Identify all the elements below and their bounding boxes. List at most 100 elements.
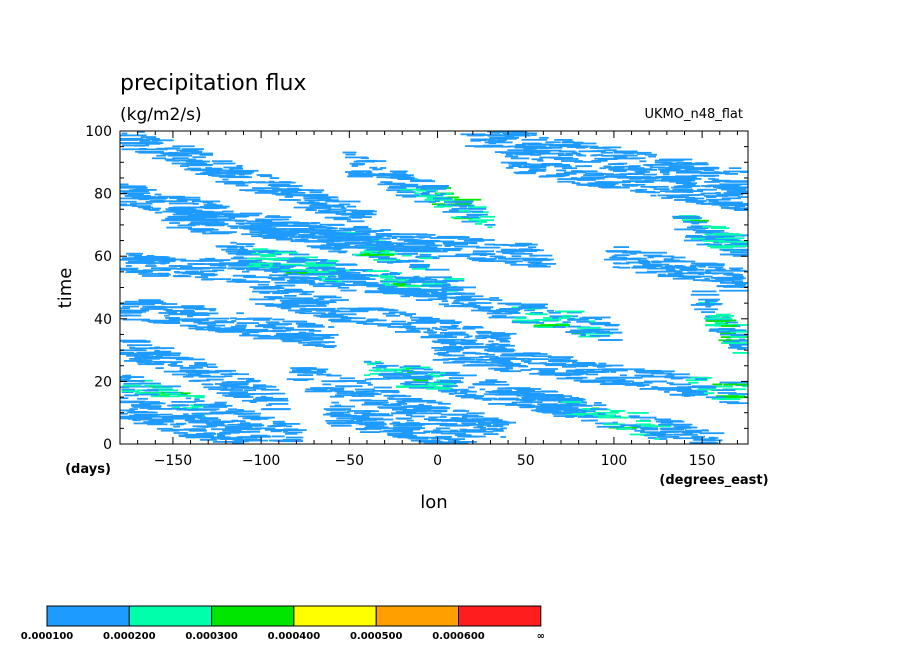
precip-streak [255, 396, 274, 399]
precip-streak [380, 323, 401, 325]
precip-streak [308, 200, 315, 203]
precip-streak [331, 280, 355, 283]
precip-streak [413, 423, 442, 425]
precip-streak [430, 372, 446, 375]
precip-streak [338, 212, 359, 215]
precip-streak [214, 383, 241, 385]
precip-streak [144, 197, 167, 200]
precip-streak [376, 176, 387, 179]
precip-streak [298, 341, 306, 344]
precip-streak [707, 245, 735, 247]
precip-streak [315, 345, 337, 347]
precip-streak [284, 290, 293, 293]
precip-streak [153, 394, 170, 397]
precip-streak [126, 258, 155, 260]
precip-streak [523, 352, 541, 355]
precip-streak [533, 401, 543, 403]
precip-streak [642, 173, 657, 176]
precip-streak [226, 381, 251, 383]
precip-streak [571, 177, 578, 179]
precip-streak [139, 407, 162, 409]
precip-streak [438, 381, 464, 384]
precip-streak [339, 307, 345, 310]
precip-streak [225, 278, 231, 280]
y-axis-units: (days) [65, 462, 111, 477]
precip-streak [380, 280, 398, 283]
precip-streak [488, 367, 510, 370]
precip-streak [679, 389, 688, 392]
precip-streak [489, 255, 504, 258]
precip-streak [704, 195, 729, 197]
precip-streak [333, 218, 351, 221]
precip-streak [325, 420, 355, 422]
precip-streak [351, 211, 369, 214]
precip-streak [356, 322, 367, 324]
precip-streak [237, 377, 255, 380]
precip-streak [189, 306, 199, 309]
precip-streak [361, 236, 373, 239]
precip-streak [237, 409, 244, 411]
precip-streak [680, 163, 691, 166]
precip-streak [196, 433, 217, 435]
precip-streak [699, 264, 725, 267]
precip-streak [630, 416, 657, 419]
precip-streak [427, 383, 455, 385]
precip-streak [466, 412, 485, 415]
precip-streak [378, 407, 407, 409]
precip-streak [206, 204, 223, 207]
colorbar-swatch [128, 605, 213, 627]
precip-streak [216, 392, 246, 394]
precip-streak [601, 154, 613, 157]
precip-streak [392, 282, 401, 284]
precip-streak [176, 198, 201, 201]
precip-streak [727, 204, 748, 206]
precip-streak [645, 263, 670, 266]
precip-streak [428, 416, 439, 419]
precip-streak [202, 171, 225, 174]
precip-streak [199, 258, 214, 261]
precip-streak [666, 265, 673, 267]
precip-streak [441, 329, 448, 331]
precip-streak [478, 422, 492, 425]
precip-streak [508, 257, 536, 260]
precip-streak [165, 317, 178, 319]
precip-streak [640, 375, 666, 378]
precip-streak [431, 203, 446, 206]
precip-streak [429, 201, 436, 203]
precip-streak [180, 312, 208, 314]
precip-streak [317, 237, 344, 239]
precip-streak [389, 422, 411, 425]
precip-streak [388, 242, 406, 245]
precip-streak [195, 223, 218, 225]
precip-streak [145, 142, 161, 145]
precip-streak [310, 232, 320, 235]
precip-streak [257, 324, 275, 326]
precip-streak [400, 295, 411, 298]
precip-streak [272, 271, 278, 273]
precip-streak [556, 377, 583, 380]
precip-streak [537, 403, 559, 406]
precip-streak [490, 419, 499, 421]
precip-streak [167, 216, 183, 218]
precip-streak [421, 265, 430, 268]
precip-streak [120, 400, 146, 403]
precip-streak [325, 200, 333, 203]
precip-streak [262, 250, 276, 252]
precip-streak [209, 423, 225, 425]
precip-streak [535, 410, 560, 412]
precip-streak [273, 423, 301, 425]
precip-streak [194, 363, 216, 366]
precip-streak [267, 184, 283, 187]
precip-streak [373, 386, 392, 389]
precip-streak [444, 305, 456, 308]
precip-streak [364, 399, 388, 402]
precip-streak [293, 301, 318, 303]
precip-streak [670, 377, 684, 380]
precip-streak [511, 401, 533, 404]
precip-streak [121, 132, 128, 135]
precip-streak [696, 388, 717, 391]
precip-streak [216, 437, 244, 440]
precip-streak [215, 218, 227, 221]
precip-streak [648, 370, 675, 373]
